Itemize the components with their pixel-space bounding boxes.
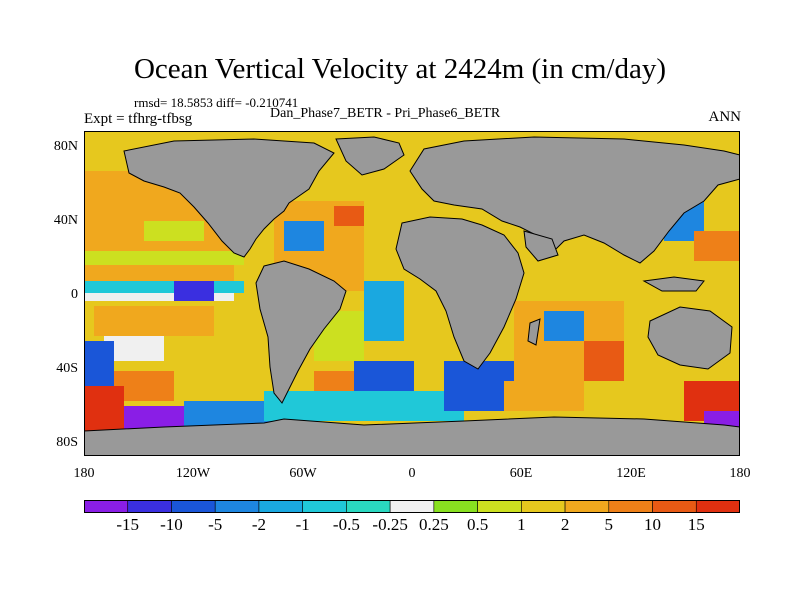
map-frame xyxy=(84,131,740,456)
colorbar-swatch xyxy=(171,500,216,513)
colorbar-label: 2 xyxy=(560,515,570,534)
colorbar-swatch xyxy=(389,500,435,513)
colorbar-swatch xyxy=(521,500,566,513)
colorbar-label: -5 xyxy=(208,515,223,534)
colorbar-swatch xyxy=(127,500,172,513)
africa xyxy=(395,216,525,370)
lat-label-0: 0 xyxy=(71,287,78,302)
colorbar-label: 5 xyxy=(604,515,614,534)
colorbar-label: -10 xyxy=(160,515,183,534)
colorbar-swatch xyxy=(695,500,740,513)
colorbar-label: -0.5 xyxy=(332,515,360,534)
arabia xyxy=(523,230,559,262)
lon-label-120w: 120W xyxy=(175,466,211,481)
north-america xyxy=(123,138,335,258)
colorbar-swatch xyxy=(433,500,478,513)
colorbar-swatch xyxy=(302,500,347,513)
indonesia xyxy=(642,276,705,292)
lat-label-80s: 80S xyxy=(56,435,78,450)
season-label: ANN xyxy=(708,109,742,125)
lat-label-40n: 40N xyxy=(53,213,78,228)
experiment-label: Expt = tfhrg-tfbsg xyxy=(84,111,193,127)
colorbar-label: 1 xyxy=(517,515,526,534)
colorbar xyxy=(84,500,740,513)
colorbar-label: -15 xyxy=(116,515,140,534)
colorbar-swatch xyxy=(477,500,522,513)
ocean-velocity-map xyxy=(84,131,740,456)
colorbar-label: 0.5 xyxy=(466,515,489,534)
lon-label-180w: 180 xyxy=(73,466,95,481)
colorbar-label: 0.25 xyxy=(418,515,449,534)
colorbar-swatch xyxy=(608,500,653,513)
lon-label-60w: 60W xyxy=(289,466,317,481)
colorbar-swatch xyxy=(258,500,303,513)
stats-text: rmsd= 18.5853 diff= -0.210741 xyxy=(134,95,299,110)
antarctica xyxy=(84,416,740,456)
colorbar-swatch xyxy=(214,500,260,513)
colorbar-swatch xyxy=(84,500,129,513)
australia xyxy=(647,306,733,370)
colorbar-label: 15 xyxy=(687,515,705,534)
south-america xyxy=(255,260,347,404)
colorbar-label: -2 xyxy=(251,515,267,534)
eurasia xyxy=(409,136,740,264)
lat-label-40s: 40S xyxy=(56,361,78,376)
lat-label-80n: 80N xyxy=(53,139,78,154)
colorbar-swatch xyxy=(652,500,697,513)
colorbar-label: 10 xyxy=(644,515,662,534)
madagascar xyxy=(527,318,541,346)
greenland xyxy=(335,136,405,176)
colorbar-label: -0.25 xyxy=(372,515,408,534)
colorbar-swatch xyxy=(564,500,610,513)
plot-title: Ocean Vertical Velocity at 2424m (in cm/… xyxy=(133,53,667,85)
ocean-field-patches xyxy=(84,171,740,436)
colorbar-swatch xyxy=(346,500,391,513)
lon-label-120e: 120E xyxy=(616,466,646,481)
colorbar-label: -1 xyxy=(295,515,310,534)
lon-label-0: 0 xyxy=(408,466,416,481)
lon-label-180e: 180 xyxy=(729,466,751,481)
lon-label-60e: 60E xyxy=(509,466,533,481)
case-comparison-label: Dan_Phase7_BETR - Pri_Phase6_BETR xyxy=(270,106,501,121)
land-masses xyxy=(84,136,740,456)
